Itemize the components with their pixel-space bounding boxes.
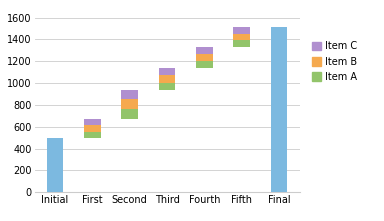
Bar: [84, 119, 101, 125]
Bar: [233, 40, 250, 47]
Bar: [159, 75, 175, 82]
Bar: [196, 61, 213, 68]
Bar: [196, 47, 213, 54]
Bar: [121, 99, 138, 109]
Bar: [159, 68, 175, 75]
Bar: [121, 109, 138, 119]
Bar: [159, 82, 175, 90]
Bar: [196, 54, 213, 61]
Bar: [121, 90, 138, 99]
Bar: [84, 132, 101, 138]
Bar: [47, 138, 63, 192]
Bar: [84, 125, 101, 132]
Bar: [271, 27, 287, 192]
Legend: Item C, Item B, Item A: Item C, Item B, Item A: [310, 39, 359, 84]
Bar: [233, 27, 250, 34]
Bar: [233, 34, 250, 40]
